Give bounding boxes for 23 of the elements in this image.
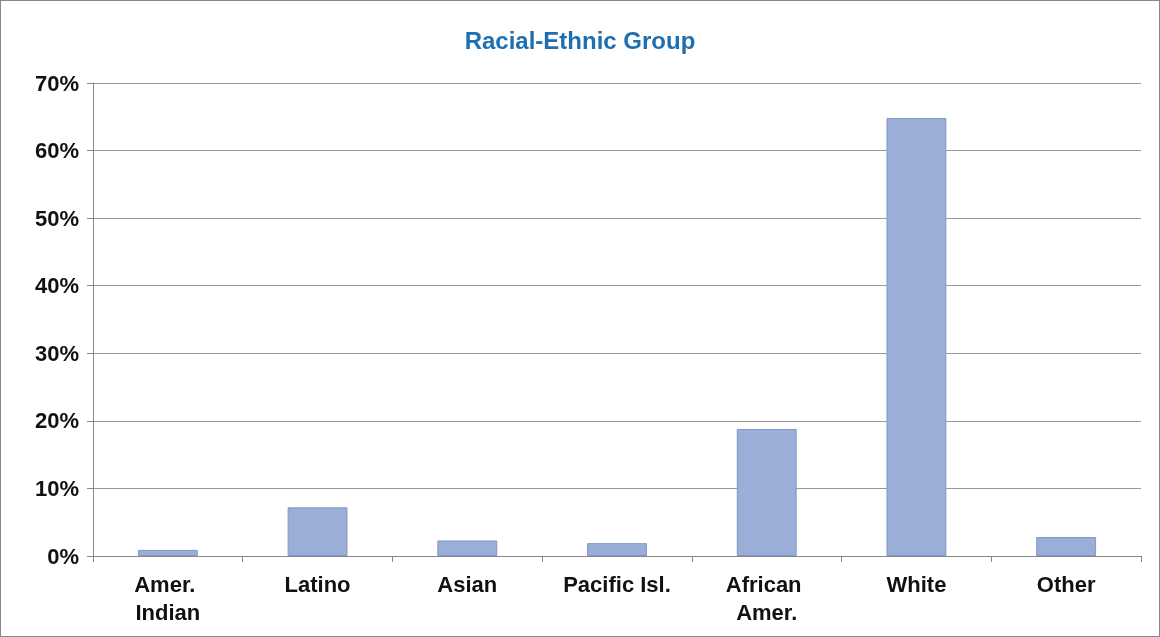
chart-title: Racial-Ethnic Group <box>464 26 696 54</box>
y-tick-label: 0% <box>47 543 79 569</box>
y-tick-label: 70% <box>34 70 79 96</box>
y-tick-label: 30% <box>34 340 79 366</box>
bar <box>1036 537 1097 556</box>
y-tick-label: 60% <box>34 138 79 164</box>
y-tick-label: 10% <box>34 475 79 501</box>
bar <box>736 428 797 556</box>
bar <box>437 540 498 556</box>
x-tick-label: White <box>886 571 947 597</box>
bar <box>287 507 348 556</box>
y-tick-label: 50% <box>34 205 79 231</box>
x-tick-label: Latino <box>284 571 351 597</box>
bar <box>137 549 198 556</box>
x-tick-label: Pacific Isl. <box>563 571 671 597</box>
x-tick-label: Amer. Indian <box>134 571 202 625</box>
y-tick-label: 40% <box>34 273 79 299</box>
bar <box>587 543 647 556</box>
bar <box>886 118 947 556</box>
y-tick-label: 20% <box>34 408 79 434</box>
x-tick-label: Other <box>1036 571 1096 597</box>
x-tick-label: Asian <box>437 571 498 597</box>
x-tick-label: African Amer. <box>725 571 808 625</box>
